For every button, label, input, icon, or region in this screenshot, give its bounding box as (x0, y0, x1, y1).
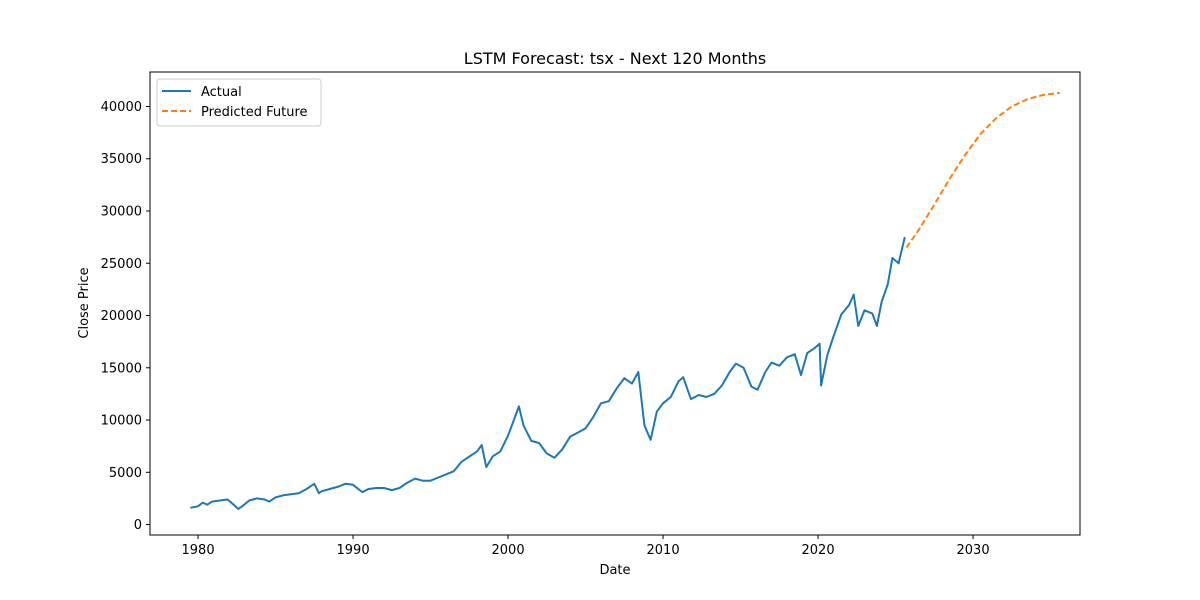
x-axis-label: Date (599, 563, 630, 578)
y-tick-label: 25000 (101, 257, 142, 272)
legend-label-predicted-future: Predicted Future (201, 105, 308, 120)
y-tick-label: 20000 (101, 309, 142, 324)
legend-label-actual: Actual (201, 85, 242, 100)
y-tick-label: 5000 (109, 466, 142, 481)
y-tick-label: 10000 (101, 414, 142, 429)
x-tick-label: 2030 (957, 543, 990, 558)
y-axis-label: Close Price (77, 267, 92, 338)
series-layer (190, 91, 1060, 510)
legend-box (156, 78, 322, 127)
y-axis: 0 5000 10000 15000 20000 25000 30000 35000 40000 (101, 100, 150, 533)
plot-frame (149, 71, 1081, 536)
y-tick-label: 35000 (101, 152, 142, 167)
x-axis: 1980 1990 2000 2010 2020 2030 (182, 535, 990, 558)
y-tick-label: 30000 (101, 205, 142, 220)
legend: Actual Predicted Future (156, 78, 322, 127)
y-tick-label: 15000 (101, 361, 142, 376)
x-tick-label: 2010 (647, 543, 680, 558)
chart-title: LSTM Forecast: tsx - Next 120 Months (464, 49, 766, 68)
series-line-predicted-future (905, 91, 1060, 249)
y-tick-label: 40000 (101, 100, 142, 115)
x-tick-label: 1980 (182, 543, 215, 558)
y-tick-label: 0 (134, 518, 142, 533)
x-tick-label: 2020 (802, 543, 835, 558)
x-tick-label: 2000 (492, 543, 525, 558)
x-tick-label: 1990 (337, 543, 370, 558)
series-line-actual (190, 236, 906, 510)
